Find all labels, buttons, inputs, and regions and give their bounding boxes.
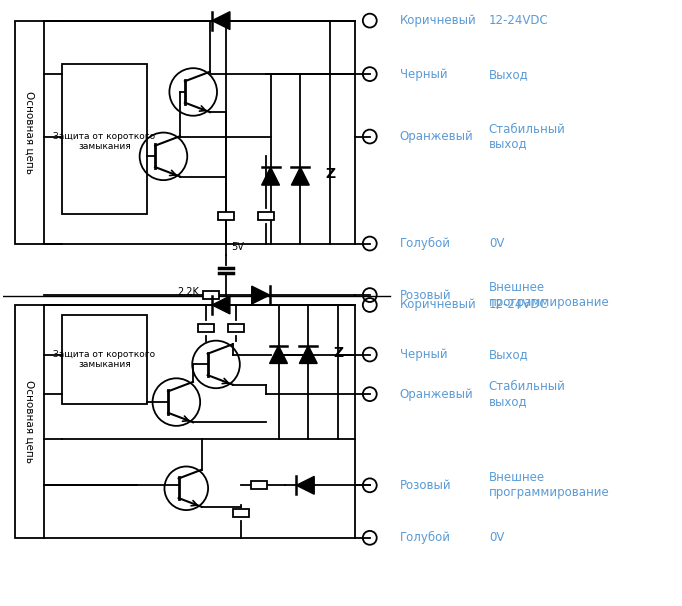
Bar — [218, 212, 234, 220]
Bar — [233, 509, 249, 517]
Text: Выход: Выход — [489, 348, 529, 361]
Bar — [15, 21, 44, 244]
Text: Основная цепь: Основная цепь — [25, 90, 35, 173]
Text: Голубой: Голубой — [400, 237, 451, 250]
Text: Стабильный
выход: Стабильный выход — [489, 380, 565, 408]
Text: 12-24VDC: 12-24VDC — [489, 299, 548, 311]
Text: Z: Z — [325, 167, 335, 181]
Text: 12-24VDC: 12-24VDC — [489, 14, 548, 27]
Bar — [62, 64, 147, 214]
Text: 0V: 0V — [489, 237, 504, 250]
Text: Z: Z — [333, 345, 343, 359]
Text: Внешнее
программирование: Внешнее программирование — [489, 471, 610, 499]
Text: Защита от короткого
замыкания: Защита от короткого замыкания — [53, 350, 155, 369]
Polygon shape — [252, 286, 269, 304]
Text: Внешнее
программирование: Внешнее программирование — [489, 281, 610, 309]
Text: Розовый: Розовый — [400, 479, 451, 492]
Text: Оранжевый: Оранжевый — [400, 130, 473, 143]
Polygon shape — [212, 296, 230, 314]
Text: Защита от короткого
замыкания: Защита от короткого замыкания — [53, 132, 155, 151]
Text: Черный: Черный — [400, 68, 447, 81]
Text: Выход: Выход — [489, 68, 529, 81]
Bar — [228, 324, 243, 331]
Polygon shape — [291, 167, 309, 185]
Text: Черный: Черный — [400, 348, 447, 361]
Text: 5V: 5V — [231, 242, 243, 253]
Bar — [251, 481, 267, 489]
Text: Голубой: Голубой — [400, 531, 451, 544]
Bar — [203, 291, 219, 299]
Text: Коричневый: Коричневый — [400, 14, 476, 27]
Text: Стабильный
выход: Стабильный выход — [489, 122, 565, 150]
Polygon shape — [299, 345, 317, 364]
Bar — [258, 212, 273, 220]
Text: 2.2K: 2.2K — [177, 287, 199, 297]
Polygon shape — [297, 476, 314, 494]
Polygon shape — [269, 345, 287, 364]
Bar — [62, 315, 147, 404]
Text: Коричневый: Коричневый — [400, 299, 476, 311]
Polygon shape — [212, 12, 230, 30]
Text: 0V: 0V — [489, 531, 504, 544]
Polygon shape — [262, 167, 280, 185]
Text: Оранжевый: Оранжевый — [400, 388, 473, 401]
Bar — [198, 324, 214, 331]
Bar — [15, 305, 44, 538]
Text: Основная цепь: Основная цепь — [25, 380, 35, 463]
Text: Розовый: Розовый — [400, 288, 451, 302]
